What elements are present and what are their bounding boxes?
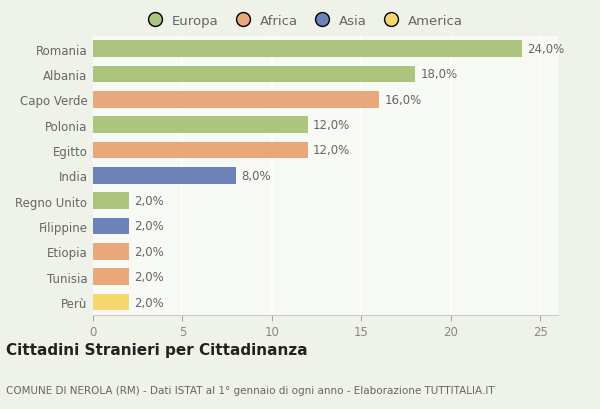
Bar [93,269,129,285]
Text: COMUNE DI NEROLA (RM) - Dati ISTAT al 1° gennaio di ogni anno - Elaborazione TUT: COMUNE DI NEROLA (RM) - Dati ISTAT al 1°… [6,384,494,395]
Text: 18,0%: 18,0% [420,68,457,81]
Bar [93,294,129,310]
Text: Cittadini Stranieri per Cittadinanza: Cittadini Stranieri per Cittadinanza [6,342,308,357]
Text: 24,0%: 24,0% [527,43,565,56]
Text: 16,0%: 16,0% [385,94,422,106]
Bar [93,218,129,235]
Text: 12,0%: 12,0% [313,119,350,132]
Text: 2,0%: 2,0% [134,270,164,283]
Bar [93,193,129,209]
Text: 2,0%: 2,0% [134,296,164,309]
Legend: Europa, Africa, Asia, America: Europa, Africa, Asia, America [142,14,463,27]
Bar [93,243,129,260]
Bar [93,67,415,83]
Bar [93,142,308,159]
Text: 2,0%: 2,0% [134,195,164,208]
Text: 2,0%: 2,0% [134,220,164,233]
Bar [93,117,308,133]
Bar [93,92,379,108]
Text: 2,0%: 2,0% [134,245,164,258]
Text: 8,0%: 8,0% [241,169,271,182]
Bar [93,41,522,58]
Text: 12,0%: 12,0% [313,144,350,157]
Bar [93,168,236,184]
